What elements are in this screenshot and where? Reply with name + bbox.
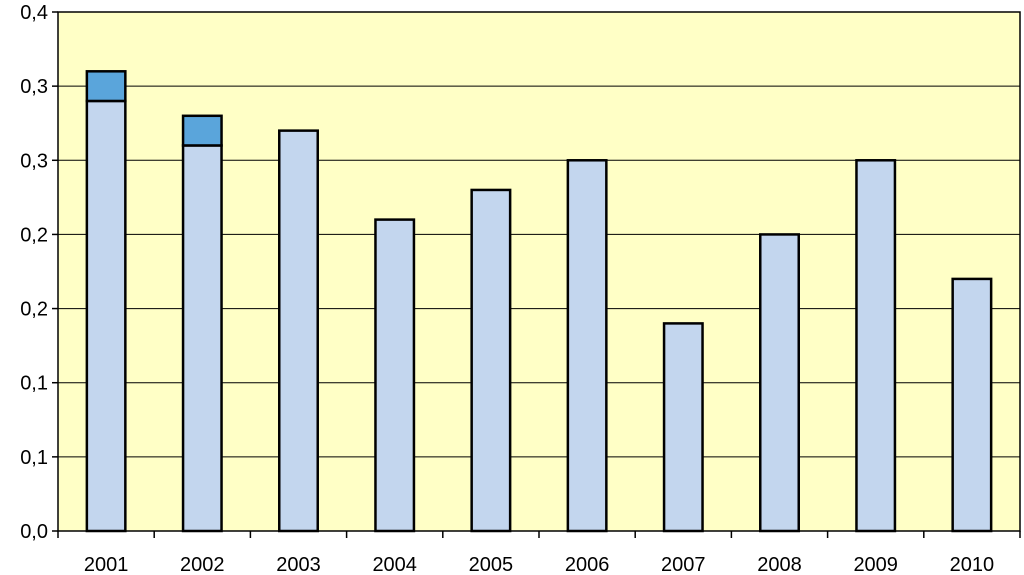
- x-axis: 2001 2002 2003 2004 2005 2006 2007 2008 2009 2010: [57, 531, 1021, 575]
- x-tick-label: 2008: [757, 554, 802, 575]
- bar-2004-segment-1: [374, 218, 416, 533]
- bars: [85, 70, 993, 533]
- x-tick-label: 2009: [853, 554, 898, 575]
- x-tick-label: 2005: [469, 554, 514, 575]
- x-tick-label: 2010: [950, 554, 995, 575]
- y-tick-label: 0,2: [20, 299, 48, 321]
- y-tick-label: 0,3: [20, 76, 48, 98]
- x-tick-label: 2004: [372, 554, 417, 575]
- y-tick-label: 0,0: [20, 521, 48, 543]
- bar-2010-segment-1: [951, 277, 993, 533]
- x-tick-label: 2006: [565, 554, 610, 575]
- bar-2002-segment-2: [181, 114, 223, 147]
- bar-2008-segment-1: [759, 233, 800, 533]
- x-tick-label: 2003: [276, 554, 321, 575]
- bar-2001-segment-2: [85, 70, 127, 103]
- bar-2005-segment-1: [470, 188, 512, 533]
- x-tick-label: 2002: [180, 554, 225, 575]
- bar-2001-segment-1: [85, 99, 127, 533]
- x-tick-label: 2001: [84, 554, 129, 575]
- y-tick-label: 0,1: [20, 373, 48, 395]
- y-tick-label: 0,4: [20, 2, 48, 24]
- bar-2003-segment-1: [278, 129, 319, 533]
- bar-2006-segment-1: [566, 159, 608, 533]
- bar-2002-segment-1: [181, 144, 223, 533]
- bar-2007-segment-1: [662, 322, 704, 533]
- y-tick-label: 0,3: [20, 150, 48, 172]
- x-tick-label: 2007: [661, 554, 706, 575]
- y-tick-label: 0,2: [20, 224, 48, 246]
- y-tick-label: 0,1: [20, 447, 48, 469]
- y-axis: 0,0 0,1 0,1 0,2 0,2 0,3 0,3 0,4: [20, 2, 58, 543]
- bar-2009-segment-1: [855, 159, 897, 533]
